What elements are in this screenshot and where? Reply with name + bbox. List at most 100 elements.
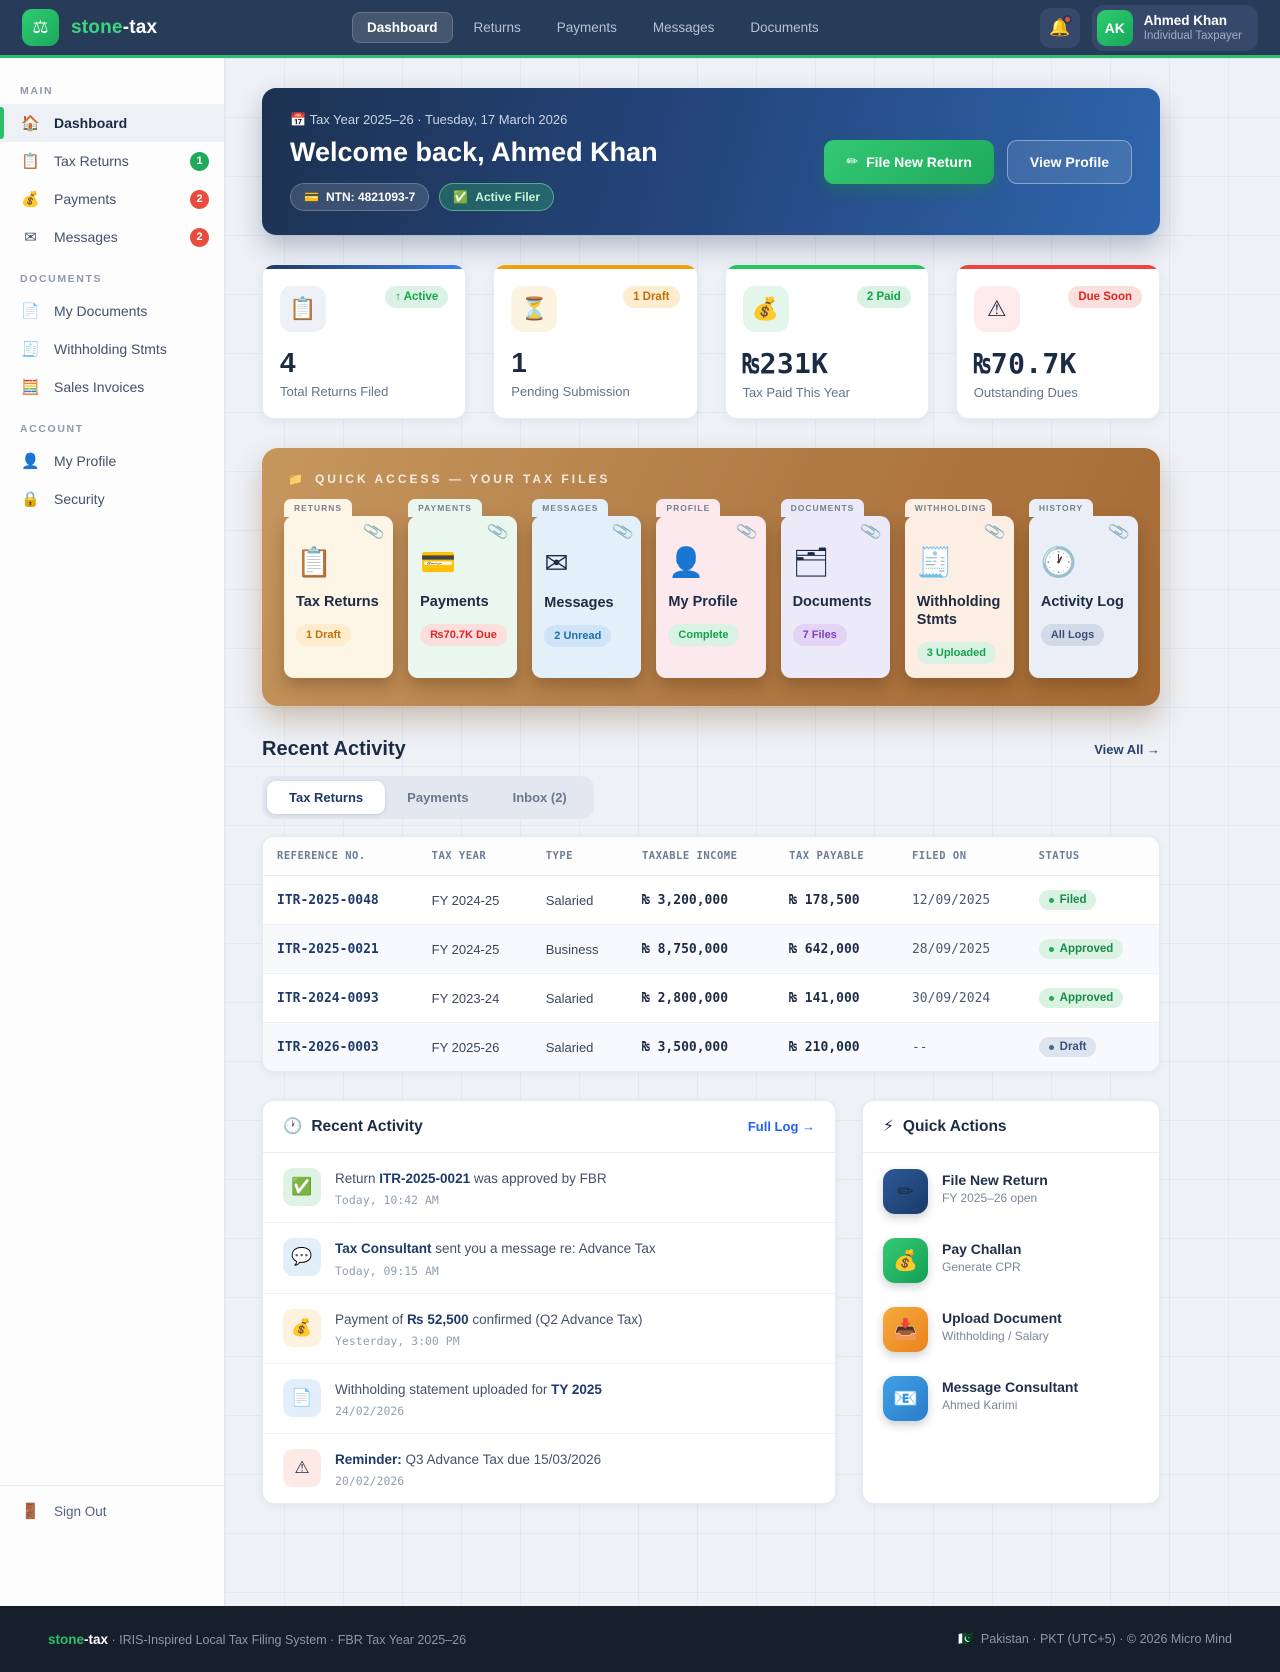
welcome-title: Welcome back, Ahmed Khan (290, 137, 658, 167)
sign-out-button[interactable]: 🚪 Sign Out (20, 1502, 204, 1520)
accent-bar (263, 265, 466, 269)
warning-icon: ⚠ (283, 1449, 321, 1488)
sidebar-item-dashboard[interactable]: 🏠 Dashboard (0, 104, 224, 142)
status-badge: ↑ Active (385, 286, 449, 308)
moneybag-icon: 💰 (283, 1308, 321, 1347)
view-all-link[interactable]: View All → (1094, 742, 1160, 758)
action-message-consultant[interactable]: 📧 Message Consultant Ahmed Karimi (863, 1360, 1159, 1429)
quick-card-payments[interactable]: PAYMENTS 📎 💳 Payments ₨70.7K Due (408, 499, 518, 679)
nav-item-documents[interactable]: Documents (750, 20, 819, 35)
sidebar-item-sales-invoices[interactable]: 🧮 Sales Invoices (0, 368, 224, 406)
activity-tabs: Tax Returns Payments Inbox (2) (262, 776, 594, 820)
table-row[interactable]: ITR-2024-0093 FY 2023-24 Salaried ₨ 2,80… (263, 973, 1159, 1023)
quick-card-withholding[interactable]: WITHHOLDING 📎 🧾 Withholding Stmts 3 Uplo… (904, 499, 1014, 679)
reference-link[interactable]: ITR-2024-0093 (263, 973, 418, 1023)
accent-bar (956, 265, 1159, 269)
tab-tax-returns[interactable]: Tax Returns (267, 781, 386, 815)
user-role: Individual Taxpayer (1143, 29, 1242, 42)
action-upload-document[interactable]: 📥 Upload Document Withholding / Salary (863, 1291, 1159, 1360)
user-name: Ahmed Khan (1143, 13, 1228, 29)
action-pay-challan[interactable]: 💰 Pay Challan Generate CPR (863, 1222, 1159, 1291)
sidebar-item-tax-returns[interactable]: 📋 Tax Returns 1 (0, 142, 224, 180)
returns-table-card: REFERENCE NO. TAX YEAR TYPE TAXABLE INCO… (262, 836, 1160, 1073)
quick-card-tax-returns[interactable]: RETURNS 📎 📋 Tax Returns 1 Draft (284, 499, 394, 679)
feed-title: 🕐 Recent Activity (283, 1117, 423, 1136)
nav-item-payments[interactable]: Payments (556, 20, 617, 35)
status-badge: Draft (1038, 1037, 1097, 1058)
quick-card-documents[interactable]: DOCUMENTS 📎 🗂 Documents 7 Files (780, 499, 890, 679)
main-nav: Dashboard Returns Payments Messages Docu… (352, 12, 834, 43)
col-status: STATUS (1024, 837, 1159, 877)
recent-activity-card: 🕐 Recent Activity Full Log → ✅ Return IT… (262, 1100, 836, 1505)
notifications-button[interactable]: 🔔 (1039, 7, 1080, 48)
sidebar-item-payments[interactable]: 💰 Payments 2 (0, 180, 224, 218)
nav-item-messages[interactable]: Messages (652, 20, 715, 35)
sidebar-item-security[interactable]: 🔒 Security (0, 480, 224, 518)
clipboard-icon: 📋 (296, 547, 333, 579)
status-badge: 2 Unread (544, 625, 612, 648)
quick-card-activity-log[interactable]: HISTORY 📎 🕐 Activity Log All Logs (1028, 499, 1138, 679)
feed-item: ⚠ Reminder: Q3 Advance Tax due 15/03/202… (263, 1433, 835, 1503)
view-profile-button[interactable]: View Profile (1006, 139, 1132, 184)
feed-item: 💰 Payment of ₨ 52,500 confirmed (Q2 Adva… (263, 1292, 835, 1363)
timestamp: 24/02/2026 (335, 1404, 405, 1419)
timestamp: Today, 10:42 AM (335, 1193, 439, 1208)
ntn-pill: 💳 NTN: 4821093-7 (290, 183, 430, 211)
col-taxable-income: TAXABLE INCOME (627, 837, 776, 877)
clock-icon: 🕐 (1040, 547, 1077, 579)
file-new-return-button[interactable]: ✏ File New Return (824, 139, 994, 184)
sign-out-label: Sign Out (54, 1503, 107, 1519)
nav-item-dashboard[interactable]: Dashboard (352, 12, 453, 43)
folder-tab: PROFILE (656, 499, 721, 517)
lock-icon: 🔒 (21, 491, 40, 508)
reference-link[interactable]: ITR-2025-0048 (263, 875, 418, 925)
footer-left: stone-tax · IRIS-Inspired Local Tax Fili… (48, 1631, 467, 1647)
table-row[interactable]: ITR-2026-0003 FY 2025-26 Salaried ₨ 3,50… (263, 1022, 1159, 1072)
brand-name: stone-tax (71, 16, 158, 38)
home-icon: 🏠 (21, 115, 40, 132)
stat-cards: 📋 ↑ Active 4 Total Returns Filed ⏳ 1 Dra… (262, 264, 1160, 419)
inbox-tray-icon: 📥 (883, 1307, 928, 1353)
folder-tab: DOCUMENTS (780, 499, 865, 517)
status-badge: Approved (1038, 939, 1124, 960)
tab-inbox[interactable]: Inbox (2) (512, 790, 567, 806)
moneybag-icon: 💰 (883, 1238, 928, 1284)
sidebar-item-label: Withholding Stmts (54, 341, 167, 357)
clipboard-icon: 📋 (280, 286, 326, 332)
check-icon: ✅ (283, 1168, 321, 1207)
avatar: AK (1096, 9, 1133, 46)
action-file-new-return[interactable]: ✏ File New Return FY 2025–26 open (863, 1153, 1159, 1222)
stat-label: Outstanding Dues (973, 385, 1078, 400)
active-filer-pill: ✅ Active Filer (439, 183, 554, 211)
status-badge: 2 Paid (856, 286, 911, 308)
receipt-icon: 🧾 (916, 547, 953, 579)
sidebar-item-messages[interactable]: ✉ Messages 2 (0, 218, 224, 256)
status-badge: 1 Draft (623, 286, 680, 308)
timestamp: Yesterday, 3:00 PM (335, 1333, 460, 1348)
tab-payments[interactable]: Payments (407, 790, 469, 806)
quick-card-messages[interactable]: MESSAGES 📎 ✉ Messages 2 Unread (532, 499, 642, 679)
moneybag-icon: 💰 (742, 286, 789, 332)
status-badge: All Logs (1040, 624, 1105, 647)
paperclip-icon: 📎 (362, 521, 387, 544)
nav-item-returns[interactable]: Returns (473, 20, 521, 35)
brand-logo: ⚖ (22, 9, 59, 46)
quick-card-my-profile[interactable]: PROFILE 📎 👤 My Profile Complete (656, 499, 766, 679)
table-row[interactable]: ITR-2025-0048 FY 2024-25 Salaried ₨ 3,20… (263, 875, 1159, 925)
reference-link[interactable]: ITR-2025-0021 (263, 924, 418, 974)
envelope-icon: ✉ (24, 229, 37, 246)
sidebar-section-account: ACCOUNT (20, 423, 84, 435)
sidebar-item-my-documents[interactable]: 📄 My Documents (0, 292, 224, 330)
full-log-link[interactable]: Full Log → (747, 1119, 815, 1135)
table-row[interactable]: ITR-2025-0021 FY 2024-25 Business ₨ 8,75… (263, 924, 1159, 974)
section-title: Recent Activity (262, 738, 406, 761)
sidebar: MAIN 🏠 Dashboard 📋 Tax Returns 1 💰 Payme… (0, 58, 225, 1606)
reference-link[interactable]: ITR-2026-0003 (263, 1022, 418, 1072)
user-menu[interactable]: AK Ahmed Khan Individual Taxpayer (1091, 4, 1258, 51)
sidebar-item-my-profile[interactable]: 👤 My Profile (0, 442, 224, 480)
sidebar-item-label: Dashboard (54, 115, 128, 131)
sidebar-section-main: MAIN (20, 85, 54, 97)
sidebar-item-withholding-stmts[interactable]: 🧾 Withholding Stmts (0, 330, 224, 368)
top-navbar: ⚖ stone-tax Dashboard Returns Payments M… (0, 0, 1280, 58)
accent-bar (494, 265, 697, 269)
